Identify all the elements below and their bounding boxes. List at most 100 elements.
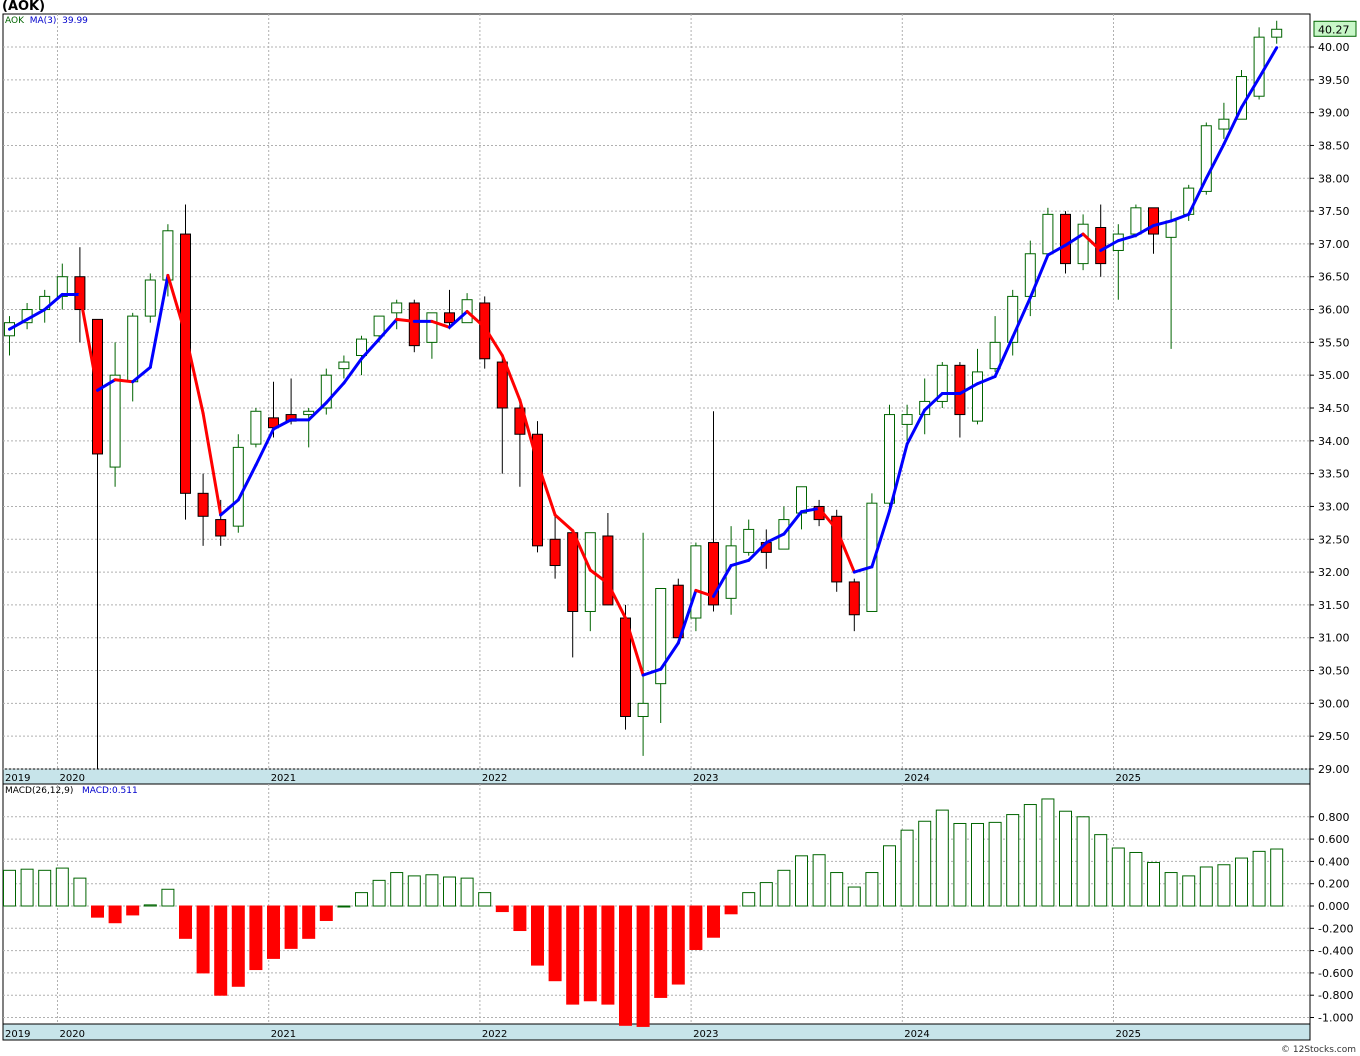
y-tick-label: 29.50 — [1318, 730, 1350, 743]
macd-bar — [601, 905, 615, 1005]
macd-bar — [1235, 857, 1248, 907]
candle-body — [743, 528, 755, 553]
macd-bar — [671, 905, 685, 985]
x-tick-label: 2022 — [482, 1029, 507, 1040]
macd-bar — [355, 892, 368, 907]
macd-bar — [1059, 810, 1072, 907]
x-tick-label: 2023 — [693, 773, 718, 784]
macd-bar — [1199, 866, 1213, 907]
macd-bar — [1023, 804, 1037, 907]
macd-bar — [812, 854, 826, 907]
macd-bar — [1094, 834, 1108, 907]
x-tick-label: 2019 — [5, 773, 30, 784]
macd-bar — [38, 869, 52, 907]
candle-body — [1218, 118, 1230, 130]
candle-body — [109, 374, 121, 468]
macd-bar — [865, 872, 879, 907]
candle-body — [444, 312, 455, 324]
ma-line-segment — [219, 498, 240, 517]
ma-line-segment — [747, 541, 768, 562]
legend-ma-label: MA(3) — [29, 16, 57, 26]
candle-body — [602, 535, 614, 606]
ma-line-segment — [976, 374, 997, 386]
y-tick-label: 39.00 — [1318, 107, 1350, 120]
macd-bar — [900, 829, 914, 907]
candle-body — [250, 410, 262, 445]
candle-body — [408, 302, 420, 347]
candle-body — [708, 542, 719, 606]
macd-bar — [196, 905, 210, 974]
macd-bar — [1182, 875, 1196, 907]
macd-bar — [583, 905, 597, 1002]
macd-y-tick-label: -0.200 — [1318, 922, 1353, 935]
ma-line-segment — [588, 568, 610, 585]
macd-bar — [20, 868, 34, 907]
ma-line-segment — [483, 325, 504, 357]
candle-body — [989, 341, 1001, 370]
macd-y-tick-label: 0.000 — [1318, 900, 1350, 913]
candle-body — [127, 315, 139, 383]
y-tick-label: 31.50 — [1318, 599, 1350, 612]
macd-bar — [319, 905, 333, 921]
ma-line-segment — [641, 667, 663, 677]
macd-bar — [724, 905, 738, 915]
candle-body — [549, 538, 561, 567]
candle-body — [1007, 295, 1019, 343]
macd-y-tick-label: -0.600 — [1318, 967, 1353, 980]
macd-date-axis — [2, 1023, 1311, 1041]
last-price-badge — [1313, 20, 1357, 37]
ma-line-segment — [377, 317, 399, 341]
ma-line-segment — [201, 411, 223, 517]
y-tick-label: 31.00 — [1318, 632, 1350, 645]
macd-bar — [1129, 851, 1143, 907]
macd-bar — [654, 905, 668, 998]
candle-body — [144, 279, 156, 317]
macd-y-tick-label: 0.600 — [1318, 833, 1350, 846]
ma-line-segment — [1011, 296, 1032, 339]
y-tick-label: 36.50 — [1318, 271, 1350, 284]
candle-body — [1077, 223, 1089, 265]
x-tick-label: 2023 — [693, 1029, 718, 1040]
y-tick-label: 33.50 — [1318, 468, 1350, 481]
macd-bar — [918, 820, 932, 907]
ma-line-segment — [1081, 232, 1103, 252]
ma-line-segment — [1064, 232, 1085, 247]
y-tick-label: 30.00 — [1318, 697, 1350, 710]
candle-body — [655, 588, 667, 685]
ma-line-segment — [606, 581, 627, 620]
legend-macd-label: MACD(26,12,9) — [5, 786, 74, 796]
ma-line-segment — [113, 378, 135, 384]
macd-bar — [935, 809, 949, 907]
y-tick-label: 38.50 — [1318, 139, 1350, 152]
macd-bar — [231, 905, 245, 987]
ma-line-segment — [131, 365, 152, 384]
ma-line-segment — [430, 319, 451, 329]
ma-line-segment — [1240, 76, 1261, 109]
macd-bar — [795, 855, 808, 907]
ma-line-segment — [571, 529, 592, 572]
ma-line-segment — [8, 317, 29, 331]
candle-body — [848, 581, 860, 616]
macd-bar — [830, 872, 844, 907]
ma-line-segment — [800, 506, 821, 514]
macd-bar — [1041, 798, 1055, 907]
ma-line-segment — [465, 310, 487, 329]
macd-bar — [742, 892, 756, 907]
ma-line-segment — [307, 401, 328, 422]
macd-bar — [91, 905, 104, 918]
candle-body — [1271, 28, 1283, 38]
ma-line-segment — [676, 588, 698, 645]
ma-line-segment — [166, 273, 187, 336]
macd-bar — [513, 905, 527, 932]
ma-line-segment — [659, 641, 680, 671]
legend-ma-value: 39.99 — [62, 16, 88, 26]
y-tick-label: 35.00 — [1318, 369, 1350, 382]
macd-bar — [3, 869, 16, 907]
candle-body — [373, 315, 385, 337]
candle-body — [1148, 207, 1159, 235]
candle-body — [338, 361, 350, 370]
candle-body — [1130, 207, 1142, 235]
ma-line-segment — [782, 510, 803, 536]
y-tick-label: 34.00 — [1318, 435, 1350, 448]
